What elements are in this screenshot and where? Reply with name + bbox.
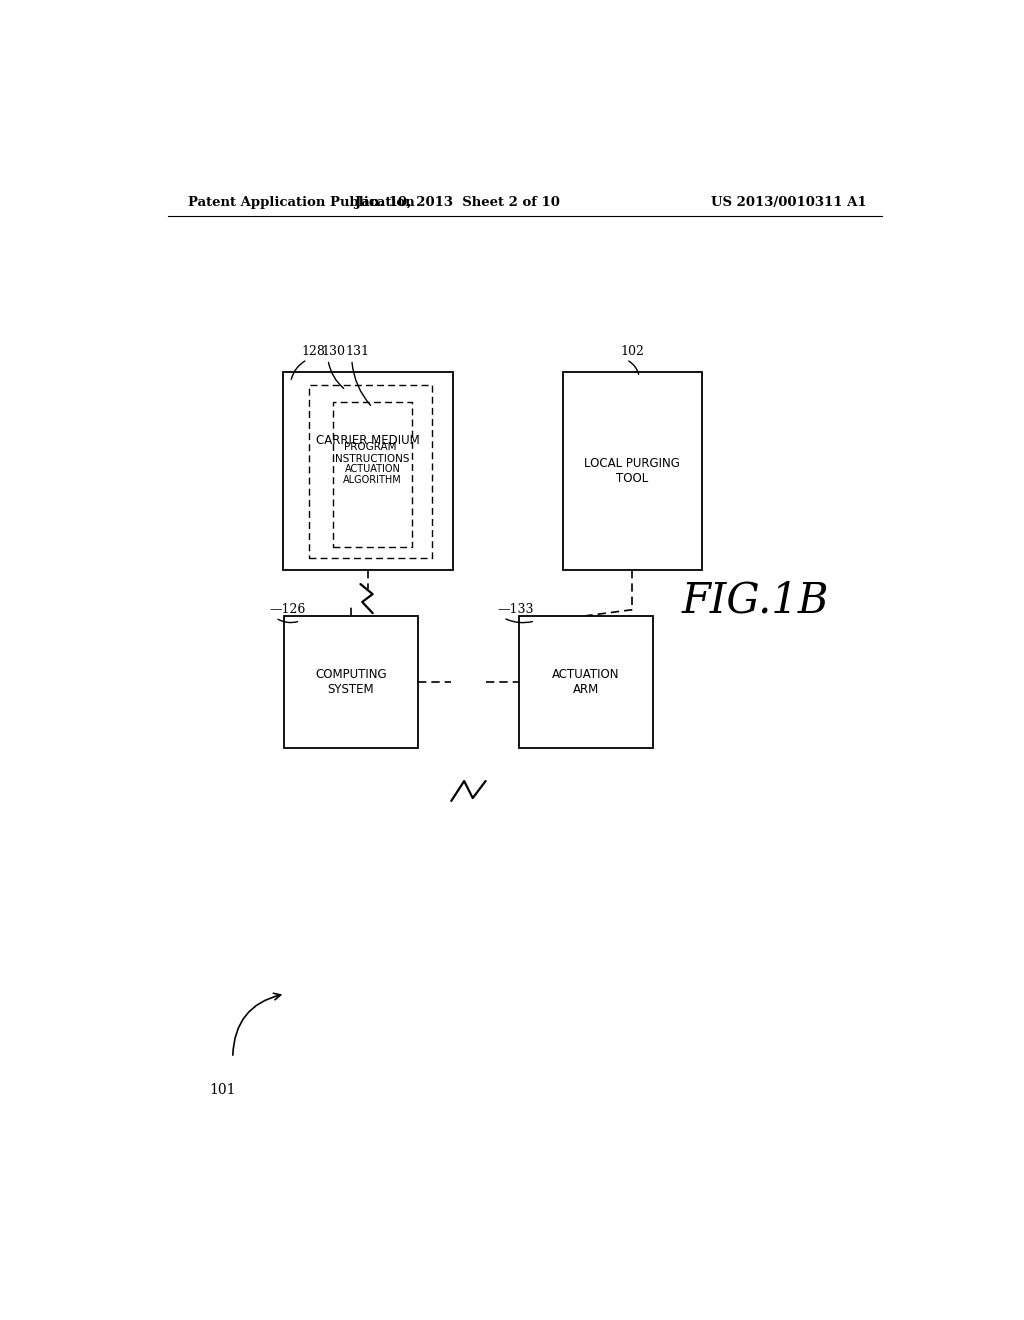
Text: 128: 128	[301, 345, 325, 358]
Bar	[333, 403, 412, 546]
Text: 130: 130	[322, 345, 346, 358]
Text: COMPUTING
SYSTEM: COMPUTING SYSTEM	[315, 668, 387, 696]
Bar	[519, 615, 652, 748]
Text: 102: 102	[620, 345, 644, 358]
Text: LOCAL PURGING
TOOL: LOCAL PURGING TOOL	[585, 457, 680, 484]
Text: FIG.1B: FIG.1B	[681, 579, 828, 622]
Text: Patent Application Publication: Patent Application Publication	[187, 195, 415, 209]
Text: 101: 101	[209, 1084, 236, 1097]
Bar	[309, 385, 432, 558]
Bar	[563, 372, 701, 570]
Bar	[283, 372, 454, 570]
Bar	[285, 615, 418, 748]
Text: —133: —133	[497, 603, 534, 615]
Text: Jan. 10, 2013  Sheet 2 of 10: Jan. 10, 2013 Sheet 2 of 10	[355, 195, 560, 209]
Text: PROGRAM
INSTRUCTIONS: PROGRAM INSTRUCTIONS	[332, 442, 410, 463]
Text: —126: —126	[269, 603, 305, 615]
Text: CARRIER MEDIUM: CARRIER MEDIUM	[316, 434, 420, 447]
Text: 131: 131	[345, 345, 370, 358]
Text: ACTUATION
ARM: ACTUATION ARM	[552, 668, 620, 696]
Text: ACTUATION
ALGORITHM: ACTUATION ALGORITHM	[343, 463, 401, 486]
Text: US 2013/0010311 A1: US 2013/0010311 A1	[712, 195, 867, 209]
